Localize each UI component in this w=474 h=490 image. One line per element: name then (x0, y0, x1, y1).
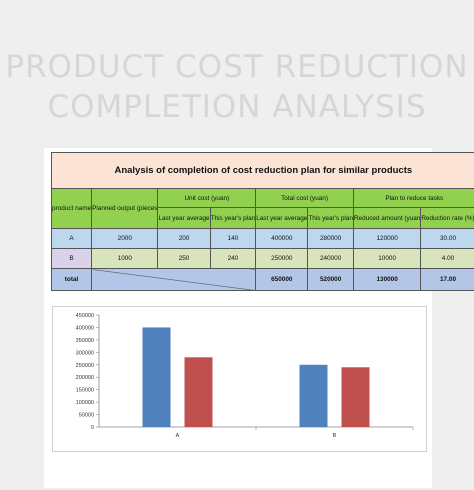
cell-rate: 30.00 (420, 228, 474, 249)
table-total-row: total 650000 520000 130000 17.00 (50, 268, 474, 291)
cell-rate: 4.00 (420, 248, 474, 269)
cell-reduced: 130000 (352, 268, 422, 291)
page-title-line-1: PRODUCT COST REDUCTION (5, 49, 469, 85)
cell-total-this: 280000 (307, 228, 354, 249)
cell-unit-this: 240 (209, 248, 257, 269)
header-total-this-year: This year's plan (307, 207, 354, 229)
bar-chart: 0 50000 100000 150000 200000 250000 300000 3500… (52, 306, 427, 452)
y-tick-label: 150000 (76, 388, 94, 394)
cell-unit-this: 140 (209, 228, 257, 249)
bar (184, 357, 213, 427)
cell-rate: 17.00 (420, 268, 474, 291)
y-tick-label: 300000 (76, 350, 94, 356)
header-reduced-amount: Reduced amount (yuan (352, 207, 422, 229)
cell-product: A (50, 228, 93, 249)
header-unit-last-year: Last year average (157, 207, 211, 229)
cell-total-this: 240000 (307, 248, 354, 269)
header-total-cost: Total cost (yuan) (255, 188, 354, 208)
cell-total-last: 400000 (255, 228, 309, 249)
table-heading: Analysis of completion of cost reduction… (51, 152, 474, 189)
y-tick-label: 50000 (79, 413, 94, 419)
page-title-line-2: COMPLETION ANALYSIS (47, 89, 427, 125)
x-tick-label: B (333, 433, 337, 439)
cell-reduced: 120000 (352, 228, 422, 249)
header-reduction-rate: Reduction rate (%) (420, 207, 474, 229)
y-tick-label: 0 (91, 425, 94, 431)
header-unit-cost: Unit cost (yuan) (157, 188, 257, 208)
cell-total-this: 520000 (307, 268, 354, 291)
header-product-name: product name (50, 188, 93, 229)
header-unit-this-year: This year's plan (209, 207, 257, 229)
chart-svg: 0 50000 100000 150000 200000 250000 300000 3500… (76, 313, 414, 439)
cost-table: Analysis of completion of cost reduction… (50, 152, 474, 291)
cell-total-label: total (50, 268, 93, 291)
cell-planned: 2000 (91, 228, 159, 249)
y-tick-label: 250000 (76, 363, 94, 369)
cell-total-last: 650000 (255, 268, 309, 291)
cell-reduced: 10000 (352, 248, 422, 269)
y-tick-label: 350000 (76, 338, 94, 344)
y-tick-label: 200000 (76, 375, 94, 381)
table-row: A 2000 200 140 400000 280000 120000 30.0… (50, 228, 474, 249)
y-tick-label: 450000 (76, 313, 94, 319)
cell-unit-last: 250 (157, 248, 211, 269)
cell-planned: 1000 (91, 248, 159, 269)
table-row: B 1000 250 240 250000 240000 10000 4.00 (50, 248, 474, 269)
bar (142, 327, 171, 427)
y-tick-label: 400000 (76, 325, 94, 331)
header-plan-reduce: Plan to reduce tasks (352, 188, 474, 208)
header-planned-output: Planned output (pieces (91, 188, 159, 229)
bar (341, 367, 370, 427)
diagonal-cell (91, 268, 257, 291)
cell-total-last: 250000 (255, 248, 309, 269)
header-total-last-year: Last year average (255, 207, 309, 229)
x-tick-label: A (176, 433, 180, 439)
y-tick-label: 100000 (76, 400, 94, 406)
cell-unit-last: 200 (157, 228, 211, 249)
bar (299, 364, 328, 427)
cell-product: B (50, 248, 93, 269)
